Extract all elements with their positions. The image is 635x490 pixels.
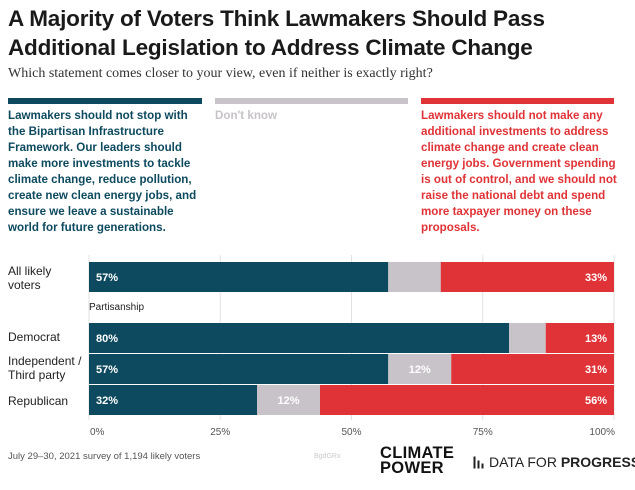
legend-swatch-dont-know — [215, 98, 408, 104]
row-label-democrat: Democrat — [8, 330, 61, 344]
legend-swatch-no-more — [421, 98, 614, 104]
bar-segment — [89, 262, 389, 292]
bar-segment — [509, 323, 546, 353]
row-label-independent: Independent / Third party — [8, 354, 82, 382]
x-tick-label: 75% — [473, 427, 493, 438]
data-label: 33% — [585, 272, 607, 284]
data-for-progress-logo: DATA FOR PROGRESS — [473, 454, 635, 470]
bar-segment — [257, 385, 320, 415]
bar-segment — [89, 354, 389, 384]
survey-note: July 29–30, 2021 survey of 1,194 likely … — [8, 451, 201, 462]
chart-subtitle: Which statement comes closer to your vie… — [8, 66, 433, 81]
climate-power-logo: CLIMATE POWER — [380, 444, 455, 477]
row-label-republican: Republican — [8, 394, 69, 408]
legend-text-no-more: Lawmakers should not make any additional… — [421, 109, 617, 234]
data-label: 57% — [96, 272, 118, 284]
data-label: 80% — [96, 333, 118, 345]
bar-segment — [89, 323, 509, 353]
data-label: 56% — [585, 395, 607, 407]
data-label: 32% — [96, 395, 118, 407]
data-label: 12% — [277, 395, 299, 407]
x-tick-label: 100% — [589, 427, 615, 438]
chart-credit: BgdGRx — [314, 453, 341, 460]
legend-text-stop: Lawmakers should not stop with the Bipar… — [8, 109, 197, 234]
row-label-all-voters: All likely voters — [8, 264, 52, 292]
bar-segment — [89, 385, 257, 415]
bar-segment — [388, 354, 452, 384]
data-label: 31% — [585, 364, 607, 376]
stacked-bar-chart: 0% 25% 50% 75% 100% 57% 33% 80% 13% 57% 12% 31% 32% 1… — [88, 255, 615, 438]
x-tick-label: 50% — [341, 427, 361, 438]
chart-title: A Majority of Voters Think Lawmakers Sho… — [8, 6, 545, 60]
bar-chart-icon — [473, 456, 484, 469]
data-label: 12% — [409, 364, 431, 376]
x-tick-label: 25% — [210, 427, 230, 438]
bar-segment — [440, 262, 614, 292]
legend-text-dont-know: Don't know — [215, 109, 278, 122]
x-tick-label: 0% — [90, 427, 105, 438]
data-label: 13% — [585, 333, 607, 345]
data-label: 57% — [96, 364, 118, 376]
bar-segment — [320, 385, 614, 415]
bar-segment — [388, 262, 441, 292]
bar-segment — [545, 323, 614, 353]
bar-segment — [451, 354, 614, 384]
group-label-partisanship: Partisanship — [89, 302, 145, 313]
legend-swatch-stop — [8, 98, 202, 104]
